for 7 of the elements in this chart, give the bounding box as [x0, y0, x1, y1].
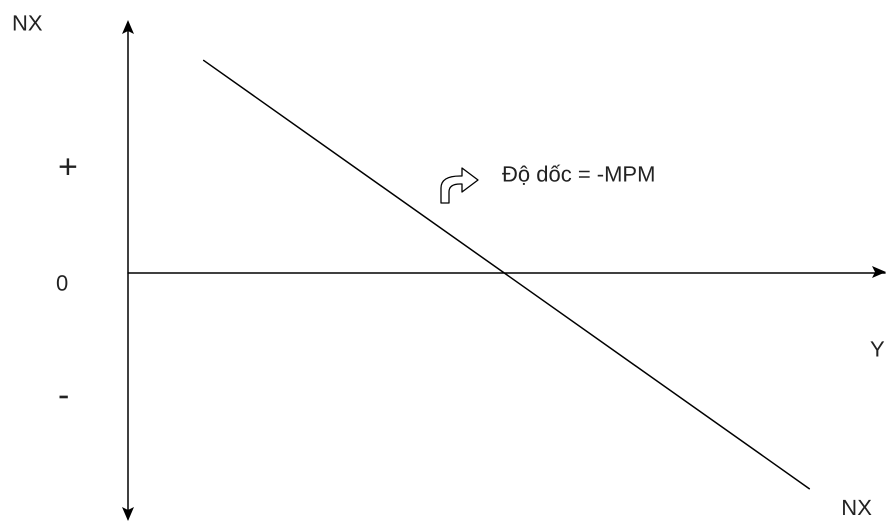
series-label: NX [841, 495, 872, 520]
text: 0 [56, 270, 68, 296]
x-axis-title: Y [870, 336, 885, 362]
text: + [58, 148, 78, 186]
annotation: Độ dốc = -MPM [502, 162, 656, 186]
y-axis-title: NX [12, 10, 43, 36]
text: - [58, 376, 70, 414]
